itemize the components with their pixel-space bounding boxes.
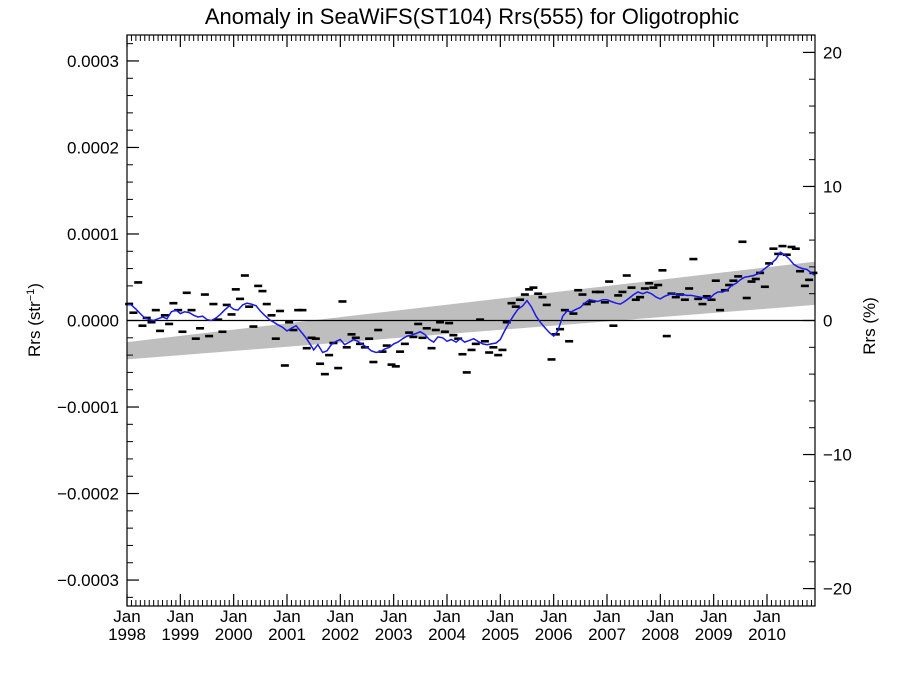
x-tick-label-year: 2009 [695,625,733,644]
left-y-tick-label: 0.0001 [67,225,119,244]
x-tick-label-month: Jan [273,607,300,626]
x-tick-label-month: Jan [487,607,514,626]
monthly-points-layer [125,240,818,376]
right-axis-title: Rrs (%) [860,297,879,355]
x-tick-label-year: 2003 [375,625,413,644]
x-tick-label-month: Jan [167,607,194,626]
x-tick-label-month: Jan [700,607,727,626]
x-tick-label-year: 2000 [215,625,253,644]
trend-band-layer [127,261,815,360]
x-tick-label-month: Jan [540,607,567,626]
x-tick-label-month: Jan [753,607,780,626]
x-tick-label-year: 2005 [481,625,519,644]
x-tick-label-month: Jan [220,607,247,626]
x-tick-label-year: 2008 [641,625,679,644]
trend-band [127,261,815,360]
right-y-tick-label: 0 [823,312,832,331]
smoothed-line-layer [126,251,816,354]
left-y-axis: 0.0003 0.0002 0.0001 0.0000 −0.0001 −0.0002 −0… [57,43,139,598]
x-tick-label-month: Jan [380,607,407,626]
x-tick-label-year: 2007 [588,625,626,644]
left-axis-title-sup: −1 [25,289,37,302]
x-tick-label-month: Jan [113,607,140,626]
left-y-tick-label: 0.0002 [67,138,119,157]
x-tick-label-month: Jan [647,607,674,626]
right-y-tick-label: 10 [823,177,842,196]
x-tick-label-year: 2001 [268,625,306,644]
right-y-axis: 20 10 0 −10 −20 [803,43,852,599]
chart-title: Anomaly in SeaWiFS(ST104) Rrs(555) for O… [205,4,739,29]
left-y-tick-label: −0.0002 [57,485,119,504]
x-tick-label-year: 2006 [535,625,573,644]
left-y-tick-label: 0.0000 [67,312,119,331]
right-y-tick-label: −10 [823,446,852,465]
x-tick-label-month: Jan [327,607,354,626]
x-axis: Jan1998Jan1999Jan2000Jan2001Jan2002Jan20… [108,35,812,644]
left-y-tick-label: −0.0003 [57,571,119,590]
x-tick-label-year: 1998 [108,625,146,644]
x-tick-label-year: 2004 [428,625,466,644]
x-tick-label-month: Jan [433,607,460,626]
x-tick-label-year: 2010 [748,625,786,644]
left-axis-title-base: Rrs (str [25,301,44,357]
x-tick-label-year: 2002 [321,625,359,644]
smoothed-series-line [126,251,816,354]
left-axis-title-close: ) [25,283,44,289]
left-axis-title: Rrs (str−1) [25,283,44,357]
x-tick-label-month: Jan [593,607,620,626]
left-y-tick-label: 0.0003 [67,52,119,71]
right-y-tick-label: −20 [823,580,852,599]
right-y-tick-label: 20 [823,43,842,62]
left-y-tick-label: −0.0001 [57,398,119,417]
x-tick-label-year: 1999 [161,625,199,644]
